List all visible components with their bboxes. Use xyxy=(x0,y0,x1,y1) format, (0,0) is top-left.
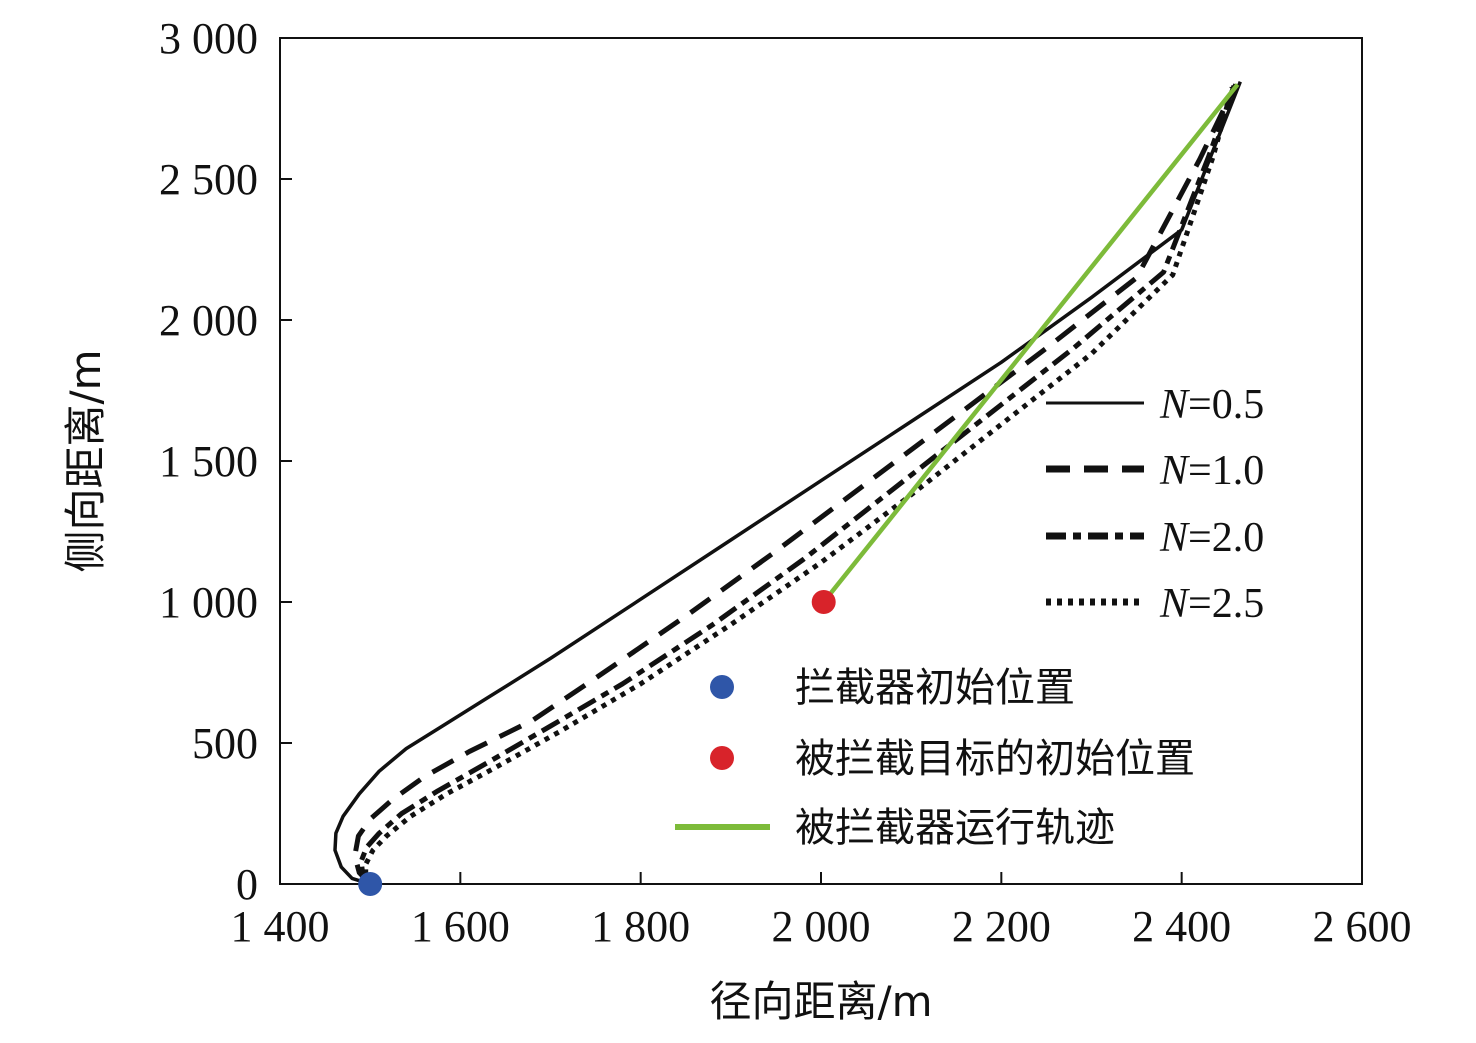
series-line-2 xyxy=(358,85,1237,886)
series-layer xyxy=(333,81,1242,886)
legend-prefix-n25: N xyxy=(1159,581,1190,627)
x-tick-label-1: 1 600 xyxy=(411,902,510,951)
x-axis-title: 径向距离/m xyxy=(709,977,932,1026)
legend-suffix-n05: =0.5 xyxy=(1188,382,1264,428)
start-marker-0 xyxy=(358,872,383,896)
legend: N=0.5 N=1.0 N=2.0 N=2.5 拦截器初始位置 被拦截目标的初始… xyxy=(675,382,1264,851)
marker-layer xyxy=(358,590,836,896)
target-path-layer xyxy=(821,83,1240,604)
legend-swatch-target-start xyxy=(710,746,734,770)
tick-layer: 1 400 1 600 1 800 2 000 2 200 2 400 2 600 0 500 1… xyxy=(159,14,1412,951)
y-tick-label-6: 3 000 xyxy=(159,14,258,63)
x-tick-label-2: 1 800 xyxy=(591,902,690,951)
y-tick-label-3: 1 500 xyxy=(159,437,258,486)
legend-label-n20: N=2.0 xyxy=(1159,515,1264,561)
legend-label-n05: N=0.5 xyxy=(1159,382,1264,428)
legend-label-target-path: 被拦截器运行轨迹 xyxy=(795,805,1115,851)
plot-frame xyxy=(279,37,1363,885)
legend-prefix-n05: N xyxy=(1159,382,1190,428)
target-path-line xyxy=(821,83,1240,604)
series-line-3 xyxy=(363,86,1235,886)
legend-swatch-interceptor-start xyxy=(710,675,734,699)
series-line-1 xyxy=(352,83,1239,886)
x-tick-label-4: 2 200 xyxy=(952,902,1051,951)
y-tick-label-2: 1 000 xyxy=(159,578,258,627)
x-tick-label-0: 1 400 xyxy=(231,902,330,951)
legend-prefix-n20: N xyxy=(1159,515,1190,561)
legend-label-n25: N=2.5 xyxy=(1159,581,1264,627)
y-axis-title: 侧向距离/m xyxy=(61,349,110,572)
y-tick-label-4: 2 000 xyxy=(159,296,258,345)
x-tick-label-6: 2 600 xyxy=(1313,902,1412,951)
y-tick-label-1: 500 xyxy=(192,719,258,768)
y-tick-label-0: 0 xyxy=(236,860,258,909)
legend-prefix-n10: N xyxy=(1159,448,1190,494)
legend-suffix-n10: =1.0 xyxy=(1188,448,1264,494)
legend-label-n10: N=1.0 xyxy=(1159,448,1264,494)
series-line-0 xyxy=(333,81,1242,886)
x-tick-label-3: 2 000 xyxy=(772,902,871,951)
legend-label-interceptor-start: 拦截器初始位置 xyxy=(795,665,1075,711)
legend-label-target-start: 被拦截目标的初始位置 xyxy=(795,736,1195,782)
x-tick-label-5: 2 400 xyxy=(1132,902,1231,951)
legend-suffix-n20: =2.0 xyxy=(1188,515,1264,561)
legend-suffix-n25: =2.5 xyxy=(1188,581,1264,627)
y-tick-label-5: 2 500 xyxy=(159,155,258,204)
start-marker-1 xyxy=(811,590,836,614)
